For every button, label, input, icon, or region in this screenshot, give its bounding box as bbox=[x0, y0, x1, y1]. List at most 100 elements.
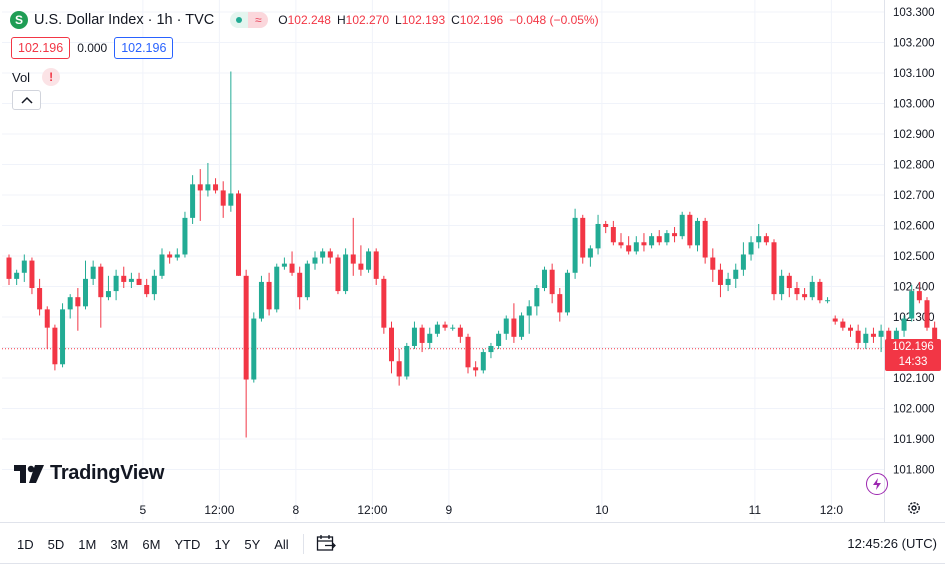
candle-body bbox=[281, 263, 287, 267]
candle-body bbox=[343, 254, 349, 292]
candle-body bbox=[251, 318, 257, 380]
candle-body bbox=[442, 324, 448, 328]
candle-body bbox=[404, 345, 410, 377]
candle-body bbox=[128, 278, 134, 282]
warning-icon[interactable]: ! bbox=[42, 68, 61, 86]
candle-body bbox=[542, 269, 547, 289]
candle-body bbox=[672, 233, 678, 237]
candle-body bbox=[304, 263, 310, 298]
candle-body bbox=[6, 257, 12, 279]
candle-body bbox=[610, 227, 616, 243]
volume-label[interactable]: Vol bbox=[12, 69, 31, 85]
bottom-toolbar: 1D 5D 1M 3M 6M YTD 1Y 5Y All 12:45:26 (U… bbox=[0, 526, 945, 562]
candle-body bbox=[190, 184, 196, 218]
candle-body bbox=[794, 288, 800, 295]
candle-body bbox=[633, 242, 639, 252]
candle-body bbox=[893, 330, 899, 343]
candle-body bbox=[587, 248, 593, 258]
low-key: L bbox=[395, 13, 402, 27]
tradingview-logo[interactable]: TradingView bbox=[14, 462, 164, 485]
candle-body bbox=[748, 242, 754, 255]
candle-body bbox=[90, 266, 96, 279]
y-tick-label: 103.100 bbox=[893, 68, 935, 80]
y-tick-label: 103.200 bbox=[893, 38, 935, 50]
lightning-icon[interactable] bbox=[866, 473, 888, 495]
candle-body bbox=[289, 263, 295, 273]
candle-body bbox=[656, 236, 662, 243]
candle-body bbox=[901, 318, 907, 331]
candle-body bbox=[687, 214, 693, 246]
candle-body bbox=[817, 281, 823, 301]
candle-body bbox=[358, 263, 364, 270]
x-tick-label: 12:00 bbox=[204, 503, 234, 517]
candle-body bbox=[457, 327, 463, 337]
candle-body bbox=[381, 278, 387, 328]
candle-body bbox=[243, 275, 249, 380]
go-to-date-button[interactable] bbox=[316, 534, 336, 555]
candle-body bbox=[771, 242, 777, 295]
candle-body bbox=[725, 278, 731, 285]
candle-body bbox=[182, 217, 188, 255]
sell-price-button[interactable]: 102.196 bbox=[11, 37, 71, 59]
x-tick-label: 11 bbox=[749, 503, 762, 517]
candle-body bbox=[98, 266, 104, 298]
range-3m-button[interactable]: 3M bbox=[110, 536, 129, 552]
logo-text: TradingView bbox=[50, 462, 165, 484]
data-delay-icon[interactable]: ≈ bbox=[248, 12, 269, 28]
market-status-icon[interactable] bbox=[230, 12, 249, 28]
candle-body bbox=[258, 281, 264, 319]
range-1y-button[interactable]: 1Y bbox=[214, 536, 231, 552]
y-tick-label: 102.800 bbox=[893, 160, 935, 172]
symbol-title[interactable]: U.S. Dollar Index · 1h · TVC bbox=[34, 12, 215, 28]
candle-body bbox=[756, 236, 762, 243]
candle-body bbox=[75, 297, 81, 307]
candle-body bbox=[14, 272, 20, 279]
range-5y-button[interactable]: 5Y bbox=[244, 536, 261, 552]
calendar-goto-icon bbox=[316, 534, 336, 551]
candle-body bbox=[274, 266, 280, 310]
candle-body bbox=[863, 333, 869, 343]
symbol-logo-icon[interactable]: S bbox=[10, 11, 28, 29]
range-1d-button[interactable]: 1D bbox=[17, 536, 34, 552]
range-ytd-button[interactable]: YTD bbox=[174, 536, 201, 552]
candle-body bbox=[924, 300, 930, 328]
candle-body bbox=[228, 193, 234, 206]
candle-body bbox=[205, 184, 211, 191]
candle-body bbox=[878, 330, 884, 337]
y-tick-label: 103.000 bbox=[893, 99, 935, 111]
candle-body bbox=[480, 352, 486, 371]
candle-body bbox=[733, 269, 739, 279]
x-tick-label: 12:00 bbox=[357, 503, 387, 517]
range-6m-button[interactable]: 6M bbox=[142, 536, 161, 552]
candle-body bbox=[396, 361, 402, 377]
candle-body bbox=[83, 278, 88, 307]
candle-body bbox=[641, 242, 647, 246]
candle-body bbox=[564, 272, 570, 313]
y-tick-label: 102.500 bbox=[893, 251, 935, 263]
range-1m-button[interactable]: 1M bbox=[78, 536, 97, 552]
candle-body bbox=[572, 217, 578, 273]
range-all-button[interactable]: All bbox=[274, 536, 289, 552]
chart-settings-button[interactable] bbox=[906, 500, 922, 520]
y-tick-label: 101.900 bbox=[893, 434, 935, 446]
candle-body bbox=[832, 318, 838, 322]
candle-body bbox=[136, 278, 142, 285]
open-value: 102.248 bbox=[287, 13, 331, 27]
candle-body bbox=[557, 294, 563, 313]
buy-price-button[interactable]: 102.196 bbox=[114, 37, 174, 59]
utc-clock[interactable]: 12:45:26 (UTC) bbox=[847, 536, 937, 551]
candle-body bbox=[373, 251, 379, 279]
candle-body bbox=[159, 254, 165, 276]
bar-countdown: 14:33 bbox=[898, 356, 928, 368]
range-5d-button[interactable]: 5D bbox=[47, 536, 65, 552]
candle-body bbox=[855, 330, 861, 343]
collapse-legend-button[interactable] bbox=[12, 90, 41, 110]
candle-body bbox=[44, 309, 50, 328]
candle-body bbox=[779, 275, 785, 295]
candle-body bbox=[450, 327, 456, 329]
candle-body bbox=[702, 220, 708, 258]
candle-body bbox=[496, 333, 502, 346]
candle-body bbox=[37, 288, 43, 310]
candle-body bbox=[465, 336, 471, 368]
